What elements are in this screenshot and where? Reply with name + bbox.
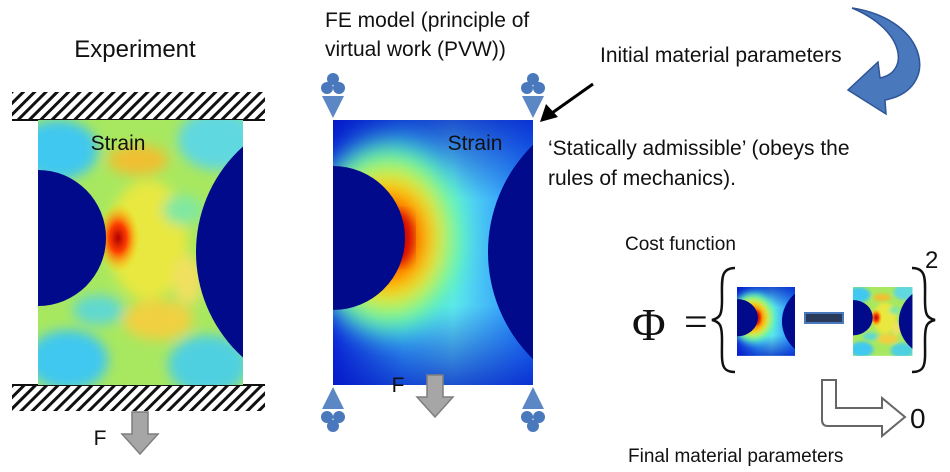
support — [321, 73, 345, 118]
support — [321, 387, 345, 432]
diagram: Experiment Strain F FE model (principle … — [0, 0, 950, 472]
initial-parameters: Initial material parameters — [600, 44, 842, 67]
fe-title-line: FE model (principle of — [325, 9, 529, 32]
shape — [912, 268, 935, 372]
iteration-arrow — [848, 8, 920, 114]
admissible-line: ‘Statically admissible’ (obeys the — [548, 137, 850, 160]
target: 0 — [910, 403, 926, 434]
final-parameters: Final material parameters — [628, 446, 843, 467]
phi: Φ — [632, 299, 666, 350]
shape — [540, 104, 558, 122]
fe-force-label: F — [392, 374, 405, 397]
fe-thumbnail — [716, 282, 869, 360]
support — [521, 73, 545, 118]
admissible-line: rules of mechanics). — [548, 167, 736, 190]
fe-strain-label: Strain — [448, 132, 503, 155]
shape — [712, 268, 735, 372]
experiment-force-label: F — [94, 427, 107, 450]
fe-title-line: virtual work (PVW)) — [325, 38, 506, 61]
cost-title: Cost function — [625, 234, 736, 255]
equals: = — [684, 300, 708, 346]
minus — [805, 313, 843, 323]
shape — [552, 84, 593, 113]
minimize-arrow — [822, 380, 905, 436]
experiment-title: Experiment — [74, 36, 196, 63]
experiment-strain-label: Strain — [91, 132, 146, 155]
support — [521, 387, 545, 432]
clamp-top — [12, 92, 265, 120]
exponent: 2 — [925, 247, 938, 274]
clamp-bottom — [12, 385, 265, 411]
experiment-force-arrow — [122, 412, 158, 454]
